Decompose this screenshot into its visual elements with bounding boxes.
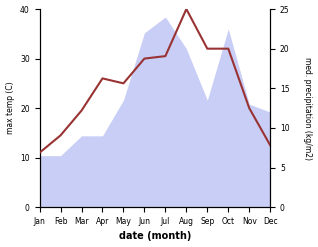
Y-axis label: med. precipitation (kg/m2): med. precipitation (kg/m2) xyxy=(303,57,313,160)
X-axis label: date (month): date (month) xyxy=(119,231,191,242)
Y-axis label: max temp (C): max temp (C) xyxy=(5,82,15,134)
